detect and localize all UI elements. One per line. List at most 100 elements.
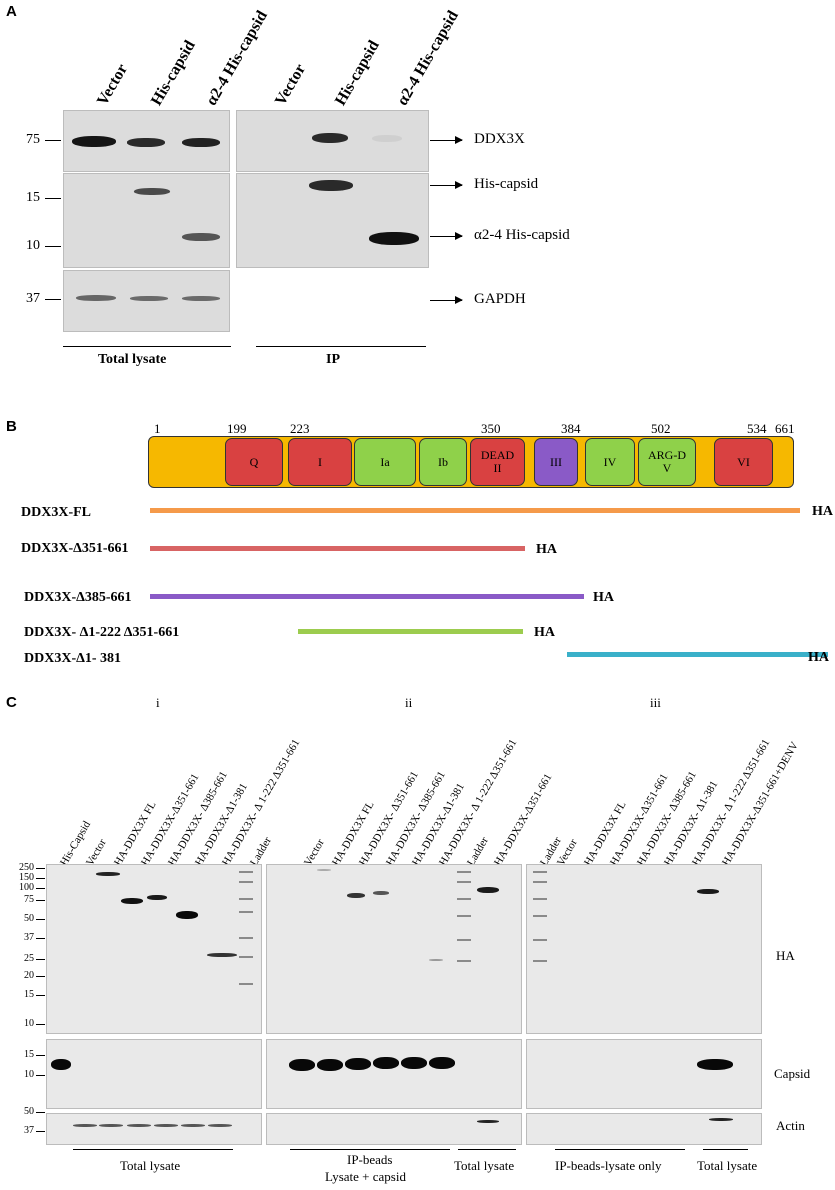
position-label: 502	[651, 421, 671, 436]
construct-label: DDX3X-FL	[21, 505, 91, 520]
blot-capsid-ip	[236, 173, 429, 268]
tick	[36, 919, 45, 920]
construct-bar-d385	[150, 594, 584, 599]
domain-dead-ii: DEAD II	[470, 438, 525, 486]
group-label: IP-beads-lysate only	[555, 1158, 662, 1173]
arrow	[430, 136, 463, 144]
group-label: IP	[326, 352, 340, 367]
construct-label: DDX3X- Δ1-222 Δ351-661	[24, 625, 180, 640]
tick	[45, 246, 61, 247]
domain-ib: Ib	[419, 438, 467, 486]
target-label: Actin	[776, 1118, 805, 1133]
blot-gapdh-total	[63, 270, 230, 332]
band	[373, 1057, 399, 1069]
tick	[36, 959, 45, 960]
panel-c-letter: C	[6, 694, 17, 711]
ladder-band	[457, 871, 471, 873]
band	[373, 891, 389, 895]
group-label: IP-beads	[347, 1152, 393, 1167]
mw-marker: 250	[19, 862, 34, 873]
mw-marker: 37	[24, 932, 34, 943]
band	[207, 953, 237, 957]
lane-label: α2-4 His-capsid	[394, 7, 462, 109]
blot-actin-iii	[526, 1113, 762, 1145]
tag-label: HA	[593, 590, 614, 605]
blot-capsid-total	[46, 1039, 262, 1109]
lane-label: Vector	[272, 61, 310, 109]
tick	[36, 1024, 45, 1025]
tick	[36, 900, 45, 901]
band	[134, 188, 170, 195]
mw-marker: 100	[19, 882, 34, 893]
band	[127, 138, 165, 147]
tick	[45, 140, 61, 141]
mw-marker: 10	[24, 1018, 34, 1029]
mw-marker: 15	[24, 1049, 34, 1060]
band	[51, 1059, 71, 1070]
position-label: 661	[775, 421, 795, 436]
mw-marker: 150	[19, 872, 34, 883]
domain-label: DEAD	[480, 448, 515, 463]
ladder-band	[239, 983, 253, 985]
target-label: Capsid	[774, 1066, 811, 1081]
blot-capsid-ip	[266, 1039, 522, 1109]
target-label: His-capsid	[474, 176, 539, 192]
target-label: GAPDH	[474, 291, 526, 307]
mw-marker: 75	[24, 894, 34, 905]
ladder-band	[533, 960, 547, 962]
construct-label: DDX3X-Δ1- 381	[24, 651, 122, 666]
band	[176, 911, 198, 919]
band	[369, 232, 419, 245]
group-line	[555, 1149, 685, 1150]
construct-bar-d1-222	[298, 629, 523, 634]
tick	[36, 995, 45, 996]
band	[401, 1057, 427, 1069]
panel-a-letter: A	[6, 3, 17, 20]
band	[317, 1059, 343, 1071]
blot-ddx3x-total	[63, 110, 230, 172]
position-label: 384	[561, 421, 581, 436]
mw-marker: 50	[24, 1106, 34, 1117]
band	[429, 959, 443, 961]
band	[697, 889, 719, 894]
ladder-band	[239, 881, 253, 883]
band	[182, 233, 220, 241]
band	[709, 1118, 733, 1121]
band	[347, 893, 365, 898]
tick	[36, 1075, 45, 1076]
ladder-band	[533, 871, 547, 873]
blot-ha-ip	[266, 864, 522, 1034]
blot-capsid-total	[63, 173, 230, 268]
band	[182, 296, 220, 301]
tag-label: HA	[812, 504, 833, 519]
lane-label: α2-4 His-capsid	[203, 7, 271, 109]
tick	[36, 1131, 45, 1132]
group-label: Total lysate	[697, 1158, 758, 1173]
ladder-band	[239, 871, 253, 873]
group-line	[458, 1149, 516, 1150]
band	[477, 1120, 499, 1123]
domain-vi: VI	[714, 438, 773, 486]
domain-label: ARG-D	[648, 448, 686, 463]
band	[309, 180, 353, 191]
tag-label: HA	[536, 542, 557, 557]
lane-label: His-capsid	[332, 37, 383, 109]
position-label: 350	[481, 421, 501, 436]
mw-marker: 20	[24, 970, 34, 981]
band	[154, 1124, 178, 1127]
ladder-band	[533, 898, 547, 900]
domain-ia: Ia	[354, 438, 416, 486]
band	[372, 135, 402, 142]
ladder-band	[239, 898, 253, 900]
tag-label: HA	[534, 625, 555, 640]
band	[182, 138, 220, 147]
domain-label: V	[662, 461, 672, 475]
position-label: 223	[290, 421, 310, 436]
tick	[45, 198, 61, 199]
mw-marker: 37	[24, 1125, 34, 1136]
band	[76, 295, 116, 301]
blot-ddx3x-ip	[236, 110, 429, 172]
band	[312, 133, 348, 143]
tag-label: HA	[808, 650, 829, 665]
domain-iii: III	[534, 438, 578, 486]
